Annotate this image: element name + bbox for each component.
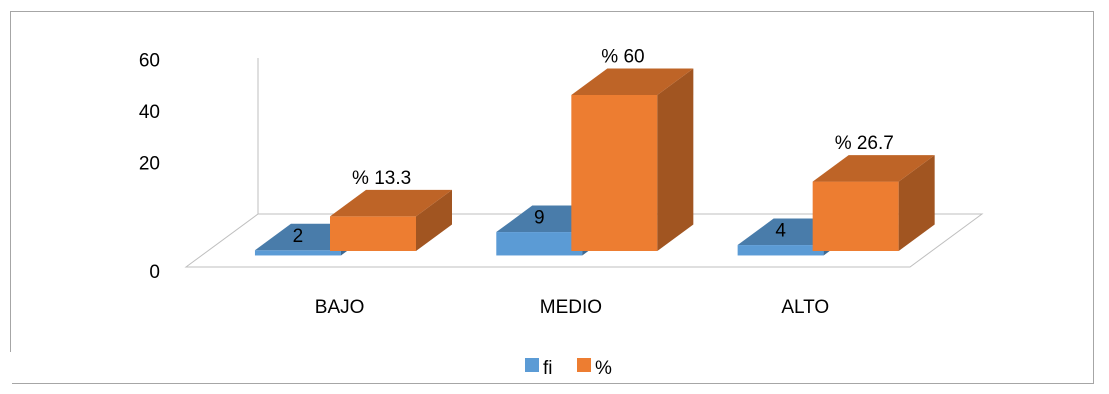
bar-pct-bajo [330,189,452,251]
legend-label-fi: fi [543,358,553,379]
bar-front-face [812,181,899,251]
data-label-fi: 2 [293,226,304,247]
bar-top-face [330,189,452,217]
data-label-fi: 4 [775,221,786,242]
bar-top-face [571,68,694,95]
chart-legend: fi% [525,358,612,379]
bar-front-face [496,232,583,256]
bar-top-face [812,155,935,182]
bar-pct-alto [812,155,935,251]
legend-swatch-fi [525,358,539,372]
bar-front-face [737,245,824,256]
legend-label-pct: % [595,358,612,379]
chart-frame [10,11,1094,384]
x-tick-label: MEDIO [540,297,602,318]
bar-pct-medio [571,68,694,251]
chart-bars [254,68,935,256]
bar-side-face [898,155,935,251]
y-tick-label: 40 [139,102,160,123]
floor-outline [184,213,984,268]
chart-data-labels: 2 9 4 % 13.3 % 60 % 26.7 [293,47,894,247]
x-tick-label: BAJO [315,297,365,318]
data-label-fi: 9 [534,208,545,229]
data-label-pct: % 26.7 [835,133,894,154]
y-axis-ticks: 0 20 40 60 [139,51,160,283]
bar-side-face [657,68,694,251]
bar-front-face [330,216,416,251]
legend-swatch-pct [577,358,591,372]
y-tick-label: 20 [139,154,160,175]
bar-front-face [571,95,658,251]
data-label-pct: % 13.3 [352,168,411,189]
bar-front-face [254,250,341,256]
bar-side-face [416,189,452,251]
frame-gap [9,352,12,394]
y-tick-label: 60 [139,51,160,72]
x-axis-ticks: BAJO MEDIO ALTO [315,297,829,318]
chart-walls [184,58,984,268]
data-label-pct: % 60 [601,47,644,68]
x-tick-label: ALTO [781,297,829,318]
y-tick-label: 0 [149,262,160,283]
